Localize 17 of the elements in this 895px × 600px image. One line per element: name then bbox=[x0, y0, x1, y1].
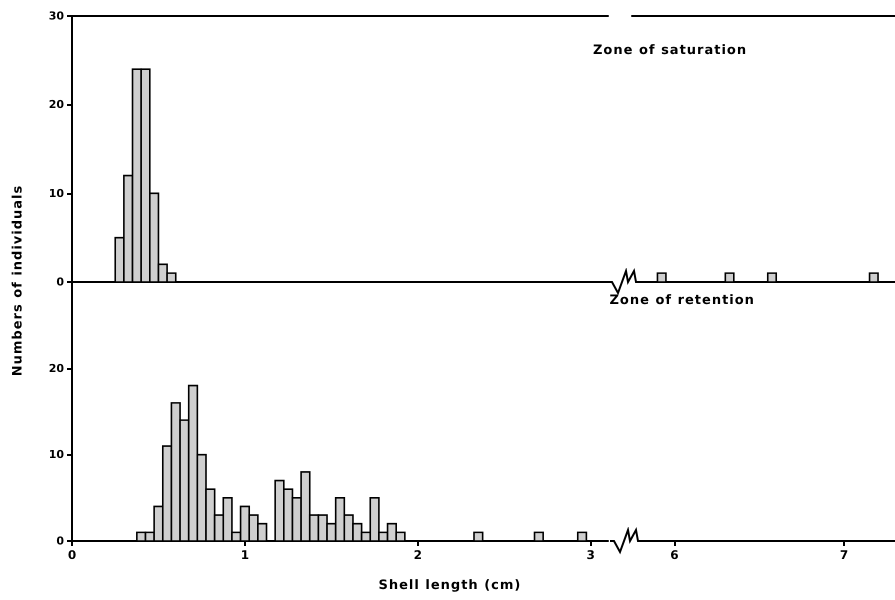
x-tick-label: 0 bbox=[68, 548, 76, 562]
y-tick-label: 10 bbox=[48, 186, 64, 200]
y-tick-label: 10 bbox=[48, 448, 64, 462]
text: Zone of retention bbox=[610, 292, 755, 308]
annotation: Zone of saturation bbox=[593, 42, 748, 58]
y-tick-label: 0 bbox=[56, 534, 64, 548]
x-tick-label: 3 bbox=[586, 548, 595, 562]
y-tick-label: 20 bbox=[48, 362, 64, 375]
x2-tick-label: 6 bbox=[670, 548, 679, 562]
y-tick-label: 20 bbox=[48, 98, 64, 112]
y-tick-label: 30 bbox=[48, 10, 64, 22]
x2-tick-label: 7 bbox=[840, 548, 848, 562]
y-tick-label: 0 bbox=[56, 276, 64, 288]
y-axis-title: Numbers of individuals bbox=[10, 184, 26, 376]
x-tick-label: 2 bbox=[414, 548, 422, 562]
x-axis-title: Shell length (cm) bbox=[378, 578, 522, 592]
x-tick-label: 1 bbox=[240, 548, 250, 562]
